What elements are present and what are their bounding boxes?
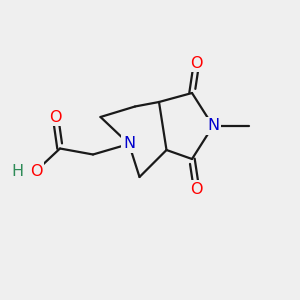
Text: O: O xyxy=(190,56,203,70)
Text: N: N xyxy=(123,136,135,152)
Text: H: H xyxy=(11,164,23,178)
Text: O: O xyxy=(49,110,62,124)
Text: O: O xyxy=(30,164,42,178)
Text: N: N xyxy=(207,118,219,134)
Text: O: O xyxy=(190,182,203,196)
